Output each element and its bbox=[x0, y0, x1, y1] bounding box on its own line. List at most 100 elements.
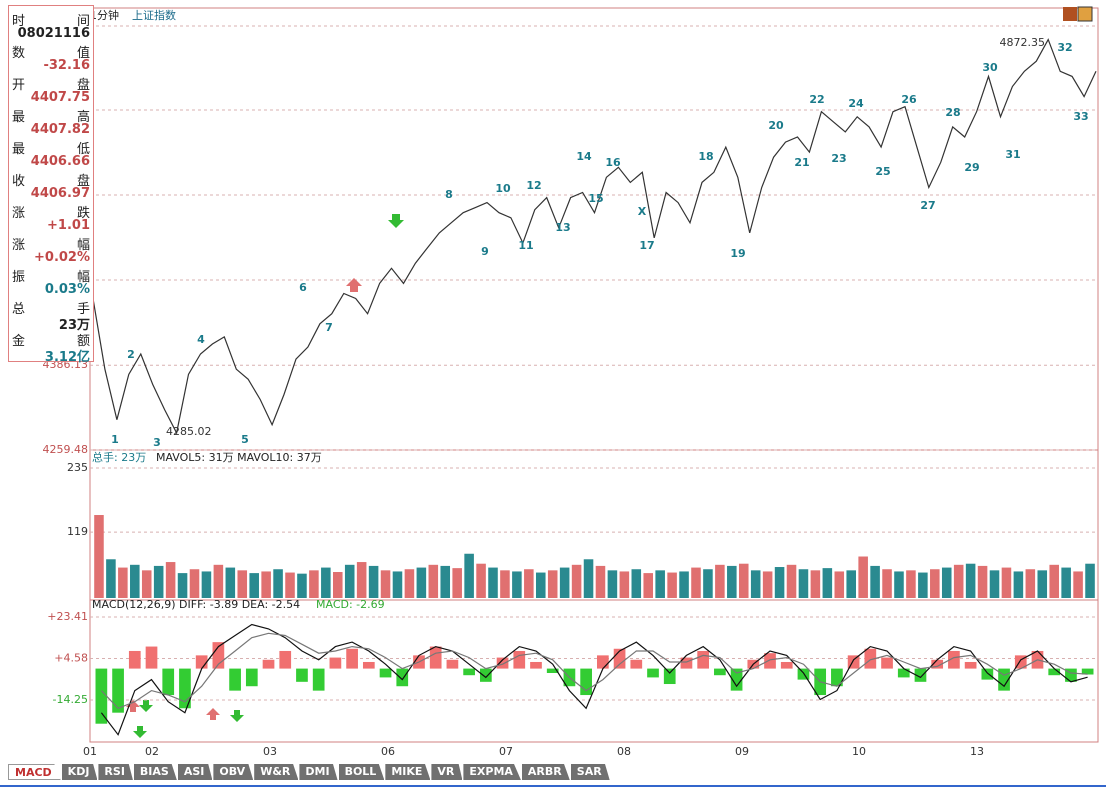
info-value: 0.03% bbox=[44, 282, 90, 297]
volume-bar bbox=[1013, 571, 1024, 598]
tab[interactable]: EXPMA bbox=[463, 764, 521, 780]
tab[interactable]: VR bbox=[431, 764, 463, 780]
volume-bar bbox=[94, 515, 104, 598]
volume-bar bbox=[273, 569, 283, 598]
wave-label: 25 bbox=[875, 165, 890, 178]
macd-bar bbox=[663, 668, 676, 685]
volume-bar bbox=[631, 569, 642, 598]
diff-line bbox=[100, 623, 1088, 736]
volume-bar bbox=[189, 569, 200, 598]
macd-bar bbox=[162, 668, 175, 696]
volume-bar bbox=[261, 571, 271, 598]
tab[interactable]: SAR bbox=[570, 764, 610, 780]
volume-bar bbox=[452, 568, 462, 598]
x-tick-label: 01 bbox=[83, 745, 97, 758]
volume-bar bbox=[333, 572, 343, 598]
macd-bar bbox=[580, 668, 592, 696]
info-label: 涨跌 bbox=[12, 206, 90, 221]
wave-label: 27 bbox=[920, 199, 935, 212]
macd-bar bbox=[496, 657, 509, 669]
price-annotation: 4285.02 bbox=[166, 425, 212, 438]
x-tick-label: 07 bbox=[499, 745, 513, 758]
tab[interactable]: MIKE bbox=[385, 764, 431, 780]
volume-bar bbox=[667, 572, 677, 598]
wave-label: 8 bbox=[445, 188, 453, 201]
info-label: 金额 bbox=[12, 334, 90, 349]
wave-label: 10 bbox=[495, 182, 511, 195]
y-tick-label: 119 bbox=[67, 525, 88, 538]
macd-bar bbox=[379, 668, 392, 678]
macd-bar bbox=[513, 650, 526, 669]
volume-bar bbox=[476, 563, 486, 598]
macd-bar bbox=[847, 655, 860, 669]
volume-bar bbox=[786, 564, 797, 598]
tab[interactable]: OBV bbox=[213, 764, 254, 780]
info-label: 总手 bbox=[12, 302, 90, 317]
info-label: 开盘 bbox=[12, 78, 90, 93]
macd-bar bbox=[128, 650, 141, 669]
wave-label: 33 bbox=[1073, 110, 1088, 123]
volume-bar bbox=[1061, 567, 1071, 598]
volume-bar bbox=[703, 569, 713, 598]
tab[interactable]: W&R bbox=[254, 764, 299, 780]
volume-bar bbox=[201, 571, 212, 598]
volume-bar bbox=[141, 570, 152, 598]
macd-bar bbox=[797, 668, 810, 680]
x-tick-label: 08 bbox=[617, 745, 631, 758]
tab[interactable]: MACD bbox=[8, 764, 61, 780]
macd-bar bbox=[764, 653, 776, 669]
x-tick-label: 06 bbox=[381, 745, 395, 758]
info-value: 4407.75 bbox=[30, 90, 90, 105]
info-value: 3.12亿 bbox=[44, 350, 90, 365]
tab[interactable]: ASI bbox=[177, 764, 213, 780]
macd-bar bbox=[446, 659, 459, 669]
wave-label: 28 bbox=[945, 106, 960, 119]
wave-label: 12 bbox=[526, 179, 541, 192]
tab[interactable]: BIAS bbox=[133, 764, 177, 780]
volume-bar bbox=[798, 569, 809, 598]
volume-bar bbox=[512, 571, 522, 598]
volume-bar bbox=[774, 567, 785, 598]
macd-bar bbox=[597, 655, 609, 669]
volume-bar bbox=[1085, 563, 1095, 598]
info-value: 4407.82 bbox=[30, 122, 90, 137]
volume-bar bbox=[500, 570, 510, 598]
icon[interactable] bbox=[1077, 6, 1093, 22]
price-line bbox=[92, 38, 1097, 435]
wave-label: 16 bbox=[605, 156, 621, 169]
tab[interactable]: DMI bbox=[299, 764, 338, 780]
volume-bar bbox=[130, 564, 140, 598]
volume-bar bbox=[321, 567, 331, 598]
macd-bar bbox=[245, 668, 258, 687]
volume-bar bbox=[870, 565, 880, 598]
tab[interactable]: KDJ bbox=[61, 764, 98, 780]
macd-bar bbox=[212, 642, 225, 669]
wave-label: X bbox=[638, 205, 647, 218]
tab[interactable]: BOLL bbox=[338, 764, 385, 780]
wave-label: 6 bbox=[299, 281, 307, 294]
volume-bar bbox=[118, 567, 128, 598]
wave-label: 19 bbox=[730, 247, 745, 260]
wave-label: 2 bbox=[127, 348, 135, 361]
icon[interactable] bbox=[1063, 7, 1077, 21]
macd-bar bbox=[714, 668, 726, 676]
macd-bar bbox=[881, 657, 893, 669]
frame bbox=[89, 7, 1099, 743]
volume-bar bbox=[655, 570, 665, 598]
macd-bar bbox=[1081, 668, 1094, 675]
volume-bar bbox=[416, 567, 427, 598]
volume-bar bbox=[285, 572, 295, 598]
macd-bar bbox=[362, 661, 375, 669]
y-tick-label: 235 bbox=[67, 461, 88, 474]
macd-bar bbox=[613, 648, 626, 669]
grid-decoration bbox=[90, 25, 1098, 281]
tab[interactable]: RSI bbox=[98, 764, 133, 780]
volume-bar bbox=[380, 570, 391, 598]
volume-bar bbox=[691, 567, 701, 598]
info-value: +0.02% bbox=[34, 250, 90, 265]
macd-bar bbox=[1065, 668, 1077, 682]
tab[interactable]: ARBR bbox=[521, 764, 570, 780]
info-value: -32.16 bbox=[43, 58, 90, 73]
macd-bar bbox=[396, 668, 409, 687]
macd-bar bbox=[229, 668, 241, 691]
